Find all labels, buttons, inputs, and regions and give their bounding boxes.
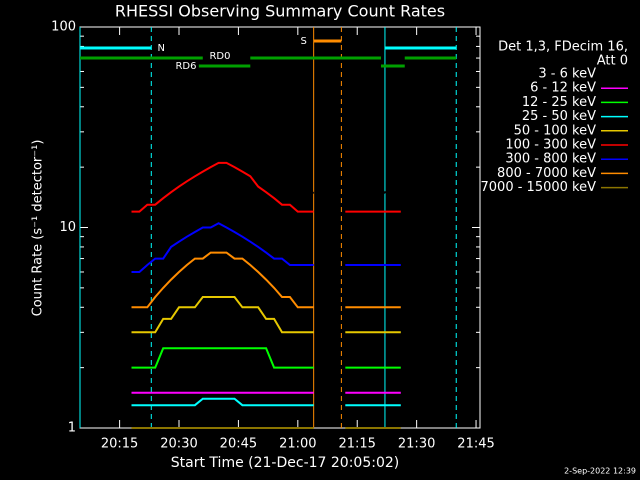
x-tick-label: 21:45	[457, 437, 494, 452]
legend-label: 12 - 25 keV	[522, 95, 596, 110]
legend-label: 7000 - 15000 keV	[481, 180, 597, 195]
y-axis-label: Count Rate (s⁻¹ detector⁻¹)	[31, 140, 46, 317]
x-tick-label: 21:15	[338, 437, 375, 452]
legend-label: 25 - 50 keV	[522, 109, 596, 124]
series-line	[131, 222, 401, 273]
legend-label: 100 - 300 keV	[505, 138, 596, 153]
series-line	[131, 161, 401, 213]
x-tick-label: 20:15	[101, 437, 138, 452]
x-axis-label: Start Time (21-Dec-17 20:05:02)	[171, 455, 399, 471]
series-line	[131, 251, 401, 309]
timestamp: 2-Sep-2022 12:39	[564, 467, 636, 476]
legend-label: 300 - 800 keV	[505, 152, 596, 167]
legend-label: 6 - 12 keV	[530, 81, 596, 96]
decimation-label: RD6	[175, 61, 196, 72]
series-line	[131, 296, 401, 334]
legend-label: 3 - 6 keV	[538, 67, 596, 82]
y-tick-label: 10	[59, 220, 76, 235]
series-line	[131, 397, 401, 407]
x-tick-label: 21:00	[279, 437, 316, 452]
legend-label: 800 - 7000 keV	[497, 166, 596, 181]
flag-label: S	[300, 36, 306, 47]
y-tick-label: 100	[51, 20, 76, 35]
decimation-label: RD0	[209, 51, 230, 62]
legend-title: Att 0	[597, 54, 628, 69]
y-tick-label: 1	[68, 421, 76, 436]
series-line	[131, 347, 401, 369]
x-tick-label: 20:30	[160, 437, 197, 452]
x-tick-label: 20:45	[220, 437, 257, 452]
x-tick-label: 21:30	[398, 437, 435, 452]
series-line	[130, 185, 402, 200]
legend-title: Det 1,3, FDecim 16,	[498, 40, 628, 55]
legend-label: 50 - 100 keV	[514, 123, 597, 138]
chart-title: RHESSI Observing Summary Count Rates	[115, 2, 445, 21]
flag-label: N	[158, 43, 165, 54]
